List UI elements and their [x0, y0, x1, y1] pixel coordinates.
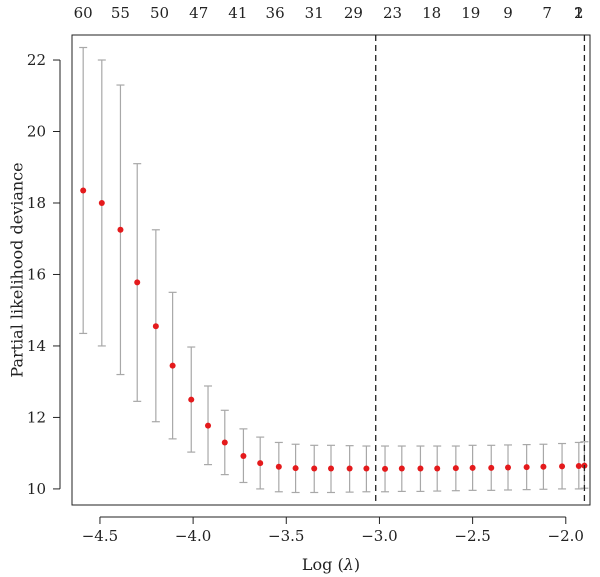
- x-tick-label: −4.0: [175, 527, 211, 545]
- top-axis-label: 55: [111, 4, 130, 22]
- data-point: [275, 463, 282, 470]
- data-point: [469, 464, 476, 471]
- y-tick-label: 14: [27, 337, 46, 355]
- data-point: [257, 460, 264, 467]
- data-point: [452, 465, 459, 472]
- data-point: [398, 465, 405, 472]
- data-point: [152, 323, 159, 330]
- top-axis-label: 47: [189, 4, 208, 22]
- data-point: [311, 465, 318, 472]
- top-axis-label: 2: [574, 4, 584, 22]
- top-axis-label: 9: [503, 4, 513, 22]
- y-tick-label: 22: [27, 51, 46, 69]
- x-tick-label: −4.5: [82, 527, 118, 545]
- data-point: [363, 465, 370, 472]
- data-point: [523, 464, 530, 471]
- top-axis-label: 23: [383, 4, 402, 22]
- data-point: [98, 199, 105, 206]
- y-axis: 10 12 14 16 18 20 22: [27, 51, 61, 498]
- data-point: [134, 279, 141, 286]
- x-axis-title-close: ): [354, 555, 360, 574]
- data-point: [488, 464, 495, 471]
- top-axis: 60 55 50 47 41 36 31 29 23 18 19 9 7 21: [74, 4, 584, 22]
- x-tick-label: −3.0: [361, 527, 397, 545]
- top-axis-label: 36: [266, 4, 285, 22]
- data-point: [117, 226, 124, 233]
- x-tick-label: −3.5: [268, 527, 304, 545]
- x-axis-title: Log (λ): [302, 555, 360, 574]
- top-axis-label: 31: [305, 4, 324, 22]
- top-axis-label: 1: [574, 4, 584, 22]
- data-point: [188, 396, 195, 403]
- x-axis-title-text: Log (: [302, 555, 344, 574]
- y-tick-label: 10: [27, 480, 46, 498]
- data-point: [434, 465, 441, 472]
- top-axis-label: 29: [344, 4, 363, 22]
- x-axis-title-symbol: λ: [343, 555, 354, 574]
- top-axis-label: 18: [422, 4, 441, 22]
- y-tick-label: 20: [27, 123, 46, 141]
- data-point: [240, 453, 247, 460]
- y-tick-label: 16: [27, 265, 46, 283]
- top-axis-label: 19: [461, 4, 480, 22]
- data-point: [169, 362, 176, 369]
- error-bars: [79, 46, 589, 494]
- top-axis-label: 60: [74, 4, 93, 22]
- y-axis-title: Partial likelihood deviance: [8, 162, 27, 377]
- top-axis-label: 7: [542, 4, 552, 22]
- top-axis-label: 41: [228, 4, 247, 22]
- x-axis: −4.5 −4.0 −3.5 −3.0 −2.5 −2.0: [82, 516, 584, 545]
- y-tick-label: 18: [27, 194, 46, 212]
- data-point: [382, 465, 389, 472]
- data-point: [559, 463, 566, 470]
- data-point: [505, 464, 512, 471]
- data-point: [328, 465, 334, 472]
- data-point: [205, 422, 212, 429]
- reference-lines: [375, 35, 586, 505]
- data-point: [221, 439, 228, 446]
- data-point: [540, 463, 547, 470]
- data-point: [292, 465, 299, 472]
- top-axis-label: 50: [150, 4, 169, 22]
- y-tick-label: 12: [27, 408, 46, 426]
- x-tick-label: −2.0: [548, 527, 584, 545]
- x-tick-label: −2.5: [454, 527, 490, 545]
- data-point: [417, 465, 424, 472]
- plot-frame: [71, 34, 591, 506]
- data-point: [575, 463, 582, 470]
- data-point: [346, 465, 353, 472]
- data-point: [80, 187, 87, 194]
